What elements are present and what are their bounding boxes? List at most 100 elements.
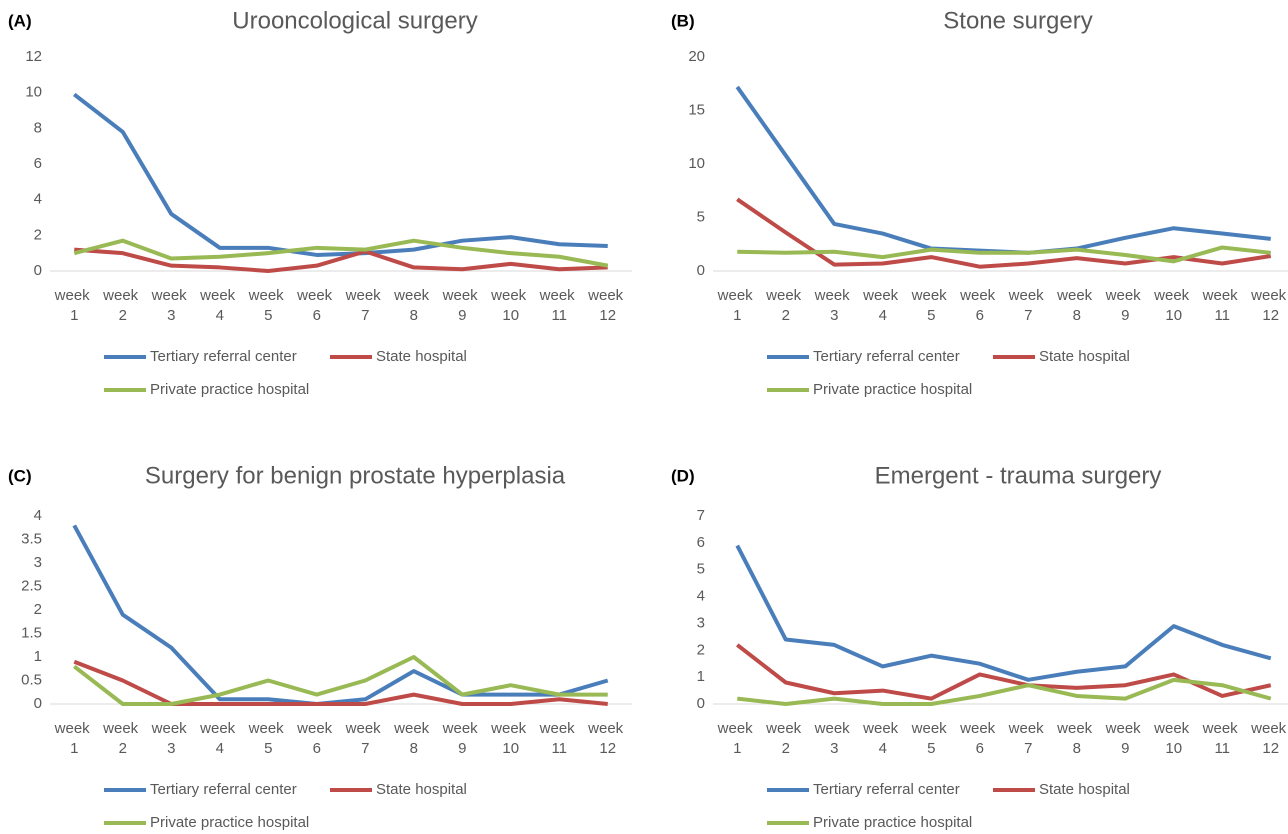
chart-title: Emergent - trauma surgery xyxy=(875,462,1162,489)
series-line xyxy=(73,655,608,706)
x-tick-label: week 5 xyxy=(248,720,288,757)
x-tick-label: week 5 xyxy=(248,287,288,324)
x-tick-label: week 9 xyxy=(442,720,482,757)
x-tick-label: week 1 xyxy=(54,720,94,757)
y-tick-label: 4 xyxy=(34,507,42,524)
x-tick-label: week 3 xyxy=(814,287,854,324)
x-tick-label: week 10 xyxy=(1153,287,1193,324)
x-tick-label: week 8 xyxy=(1056,287,1096,324)
y-tick-label: 0 xyxy=(697,262,705,279)
x-tick-label: week 8 xyxy=(393,720,433,757)
y-tick-label: 2 xyxy=(34,226,42,243)
legend-label: State hospital xyxy=(376,781,467,798)
y-tick-label: 4 xyxy=(34,191,42,208)
y-tick-label: 15 xyxy=(688,101,705,118)
x-tick-label: week 8 xyxy=(393,287,433,324)
x-tick-label: week 9 xyxy=(1105,287,1145,324)
y-tick-label: 1 xyxy=(697,668,705,685)
legend-label: Tertiary referral center xyxy=(150,348,297,365)
chart-title: Stone surgery xyxy=(943,7,1092,34)
legend-label: Tertiary referral center xyxy=(813,781,960,798)
x-tick-label: week 2 xyxy=(102,287,142,324)
series-line xyxy=(73,92,608,257)
x-tick-label: week 11 xyxy=(539,720,579,757)
x-tick-label: week 9 xyxy=(442,287,482,324)
series-line xyxy=(74,247,608,273)
y-tick-label: 10 xyxy=(688,155,705,172)
x-tick-label: week 9 xyxy=(1105,720,1145,757)
x-tick-label: week 1 xyxy=(717,720,757,757)
y-tick-label: 12 xyxy=(25,48,42,65)
legend-label: Private practice hospital xyxy=(150,381,309,398)
series-line xyxy=(737,245,1271,264)
y-tick-label: 3.5 xyxy=(21,530,42,547)
x-tick-label: week 6 xyxy=(959,720,999,757)
y-tick-label: 2 xyxy=(34,601,42,618)
y-tick-label: 6 xyxy=(697,534,705,551)
x-tick-label: week 12 xyxy=(1250,720,1288,757)
x-tick-label: week 12 xyxy=(587,287,627,324)
panel-label: (D) xyxy=(671,466,695,485)
x-tick-label: week 2 xyxy=(765,720,805,757)
y-tick-label: 7 xyxy=(697,507,705,524)
x-tick-label: week 8 xyxy=(1056,720,1096,757)
x-tick-label: week 4 xyxy=(862,287,902,324)
legend-label: Private practice hospital xyxy=(813,814,972,831)
x-tick-label: week 4 xyxy=(199,287,239,324)
legend-label: Private practice hospital xyxy=(150,814,309,831)
legend-label: Private practice hospital xyxy=(813,381,972,398)
x-tick-label: week 10 xyxy=(1153,720,1193,757)
series-line xyxy=(72,524,609,706)
y-tick-label: 5 xyxy=(697,561,705,578)
x-tick-label: week 2 xyxy=(765,287,805,324)
x-tick-label: week 12 xyxy=(587,720,627,757)
x-tick-label: week 5 xyxy=(911,287,951,324)
x-tick-label: week 1 xyxy=(717,287,757,324)
x-tick-label: week 3 xyxy=(151,287,191,324)
x-tick-label: week 4 xyxy=(199,720,239,757)
panel-label: (A) xyxy=(8,11,32,30)
y-tick-label: 5 xyxy=(697,208,705,225)
x-tick-label: week 11 xyxy=(539,287,579,324)
y-tick-label: 8 xyxy=(34,119,42,136)
panel-label: (C) xyxy=(8,466,32,485)
legend-label: Tertiary referral center xyxy=(150,781,297,798)
y-tick-label: 20 xyxy=(688,48,705,65)
series-line xyxy=(735,544,1272,682)
x-tick-label: week 6 xyxy=(296,287,336,324)
x-tick-label: week 10 xyxy=(490,287,530,324)
x-tick-label: week 6 xyxy=(959,287,999,324)
legend-label: State hospital xyxy=(1039,348,1130,365)
x-tick-label: week 7 xyxy=(345,287,385,324)
x-tick-label: week 7 xyxy=(1008,720,1048,757)
x-tick-label: week 10 xyxy=(490,720,530,757)
x-tick-label: week 2 xyxy=(102,720,142,757)
x-tick-label: week 6 xyxy=(296,720,336,757)
legend-label: Tertiary referral center xyxy=(813,348,960,365)
y-tick-label: 2.5 xyxy=(21,577,42,594)
y-tick-label: 1.5 xyxy=(21,624,42,641)
y-tick-label: 4 xyxy=(697,588,705,605)
y-tick-label: 0 xyxy=(697,695,705,712)
x-tick-label: week 7 xyxy=(345,720,385,757)
panel-label: (B) xyxy=(671,11,695,30)
chart-title: Surgery for benign prostate hyperplasia xyxy=(145,462,566,489)
y-tick-label: 1 xyxy=(34,648,42,665)
x-tick-label: week 11 xyxy=(1202,720,1242,757)
x-tick-label: week 7 xyxy=(1008,287,1048,324)
y-tick-label: 3 xyxy=(34,554,42,571)
y-tick-label: 0 xyxy=(34,695,42,712)
series-line xyxy=(73,659,608,706)
y-tick-label: 3 xyxy=(697,614,705,631)
x-tick-label: week 11 xyxy=(1202,287,1242,324)
x-tick-label: week 5 xyxy=(911,720,951,757)
series-line xyxy=(737,677,1272,706)
x-tick-label: week 12 xyxy=(1250,287,1288,324)
x-tick-label: week 1 xyxy=(54,287,94,324)
y-tick-label: 2 xyxy=(697,641,705,658)
legend-label: State hospital xyxy=(376,348,467,365)
x-tick-label: week 4 xyxy=(862,720,902,757)
x-tick-label: week 3 xyxy=(814,720,854,757)
chart-title: Urooncological surgery xyxy=(232,7,477,34)
